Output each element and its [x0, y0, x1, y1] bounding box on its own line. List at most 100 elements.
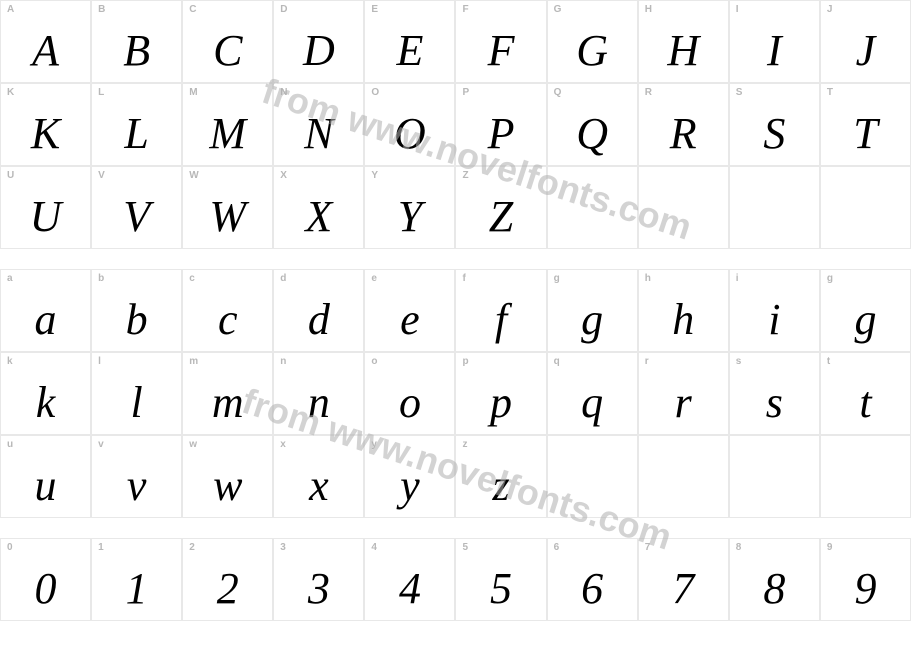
- glyph-cell-label: 0: [7, 542, 13, 553]
- glyph-character: P: [456, 108, 545, 159]
- glyph-cell: AA: [0, 0, 91, 83]
- glyph-cell-label: 2: [189, 542, 195, 553]
- glyph-character: v: [92, 460, 181, 511]
- glyph-cell-label: 6: [554, 542, 560, 553]
- glyph-character: u: [1, 460, 90, 511]
- glyph-cell: 11: [91, 538, 182, 621]
- glyph-cell: QQ: [547, 83, 638, 166]
- glyph-cell-label: q: [554, 356, 560, 367]
- glyph-character: X: [274, 191, 363, 242]
- glyph-cell-label: J: [827, 4, 833, 15]
- glyph-character: r: [639, 377, 728, 428]
- glyph-cell-label: B: [98, 4, 105, 15]
- glyph-cell: zz: [455, 435, 546, 518]
- glyph-cell-label: A: [7, 4, 14, 15]
- grid-spacer: [0, 518, 911, 538]
- glyph-cell: cc: [182, 269, 273, 352]
- glyph-cell-label: y: [371, 439, 377, 450]
- glyph-character: x: [274, 460, 363, 511]
- glyph-character: e: [365, 294, 454, 345]
- glyph-character: G: [548, 25, 637, 76]
- glyph-cell: 88: [729, 538, 820, 621]
- glyph-cell: NN: [273, 83, 364, 166]
- glyph-cell: CC: [182, 0, 273, 83]
- glyph-cell-label: Z: [462, 170, 468, 181]
- glyph-cell-label: v: [98, 439, 104, 450]
- glyph-cell: ll: [91, 352, 182, 435]
- glyph-cell-label: n: [280, 356, 286, 367]
- glyph-cell: II: [729, 0, 820, 83]
- glyph-cell-label: o: [371, 356, 377, 367]
- glyph-cell-label: e: [371, 273, 377, 284]
- glyph-cell-empty: [638, 435, 729, 518]
- glyph-cell-empty: [820, 435, 911, 518]
- character-map-grid: AABBCCDDEEFFGGHHIIJJKKLLMMNNOOPPQQRRSSTT…: [0, 0, 911, 621]
- glyph-character: D: [274, 25, 363, 76]
- glyph-character: T: [821, 108, 910, 159]
- glyph-cell-label: g: [827, 273, 833, 284]
- glyph-cell: 33: [273, 538, 364, 621]
- glyph-cell: gg: [820, 269, 911, 352]
- glyph-character: R: [639, 108, 728, 159]
- glyph-cell-label: 3: [280, 542, 286, 553]
- grid-spacer: [0, 249, 911, 269]
- glyph-cell: aa: [0, 269, 91, 352]
- glyph-cell-empty: [729, 166, 820, 249]
- glyph-cell-label: d: [280, 273, 286, 284]
- glyph-character: N: [274, 108, 363, 159]
- glyph-cell: ff: [455, 269, 546, 352]
- glyph-cell-label: k: [7, 356, 13, 367]
- glyph-cell: qq: [547, 352, 638, 435]
- glyph-character: 2: [183, 563, 272, 614]
- glyph-character: H: [639, 25, 728, 76]
- glyph-cell: dd: [273, 269, 364, 352]
- glyph-cell: 99: [820, 538, 911, 621]
- glyph-cell: DD: [273, 0, 364, 83]
- glyph-character: d: [274, 294, 363, 345]
- glyph-cell-label: c: [189, 273, 195, 284]
- glyph-cell-label: 7: [645, 542, 651, 553]
- glyph-character: E: [365, 25, 454, 76]
- glyph-character: 9: [821, 563, 910, 614]
- glyph-character: 1: [92, 563, 181, 614]
- glyph-cell: WW: [182, 166, 273, 249]
- glyph-character: q: [548, 377, 637, 428]
- glyph-character: s: [730, 377, 819, 428]
- glyph-cell: 77: [638, 538, 729, 621]
- glyph-character: 6: [548, 563, 637, 614]
- glyph-character: g: [548, 294, 637, 345]
- glyph-character: b: [92, 294, 181, 345]
- glyph-character: A: [1, 25, 90, 76]
- glyph-character: W: [183, 191, 272, 242]
- glyph-character: F: [456, 25, 545, 76]
- glyph-character: O: [365, 108, 454, 159]
- glyph-cell: oo: [364, 352, 455, 435]
- glyph-character: l: [92, 377, 181, 428]
- glyph-cell-label: z: [462, 439, 467, 450]
- glyph-cell: JJ: [820, 0, 911, 83]
- glyph-character: K: [1, 108, 90, 159]
- glyph-cell-label: i: [736, 273, 739, 284]
- glyph-character: m: [183, 377, 272, 428]
- glyph-cell: UU: [0, 166, 91, 249]
- glyph-cell-label: E: [371, 4, 378, 15]
- glyph-cell-label: C: [189, 4, 196, 15]
- glyph-character: o: [365, 377, 454, 428]
- glyph-character: k: [1, 377, 90, 428]
- glyph-cell-label: Q: [554, 87, 562, 98]
- glyph-cell: EE: [364, 0, 455, 83]
- glyph-character: a: [1, 294, 90, 345]
- glyph-cell-label: W: [189, 170, 198, 181]
- glyph-cell: PP: [455, 83, 546, 166]
- glyph-cell: ee: [364, 269, 455, 352]
- glyph-cell-label: s: [736, 356, 742, 367]
- glyph-cell-label: u: [7, 439, 13, 450]
- glyph-cell-empty: [547, 435, 638, 518]
- glyph-character: p: [456, 377, 545, 428]
- glyph-character: I: [730, 25, 819, 76]
- glyph-cell: SS: [729, 83, 820, 166]
- glyph-cell-label: X: [280, 170, 287, 181]
- glyph-character: n: [274, 377, 363, 428]
- glyph-cell: XX: [273, 166, 364, 249]
- glyph-character: Z: [456, 191, 545, 242]
